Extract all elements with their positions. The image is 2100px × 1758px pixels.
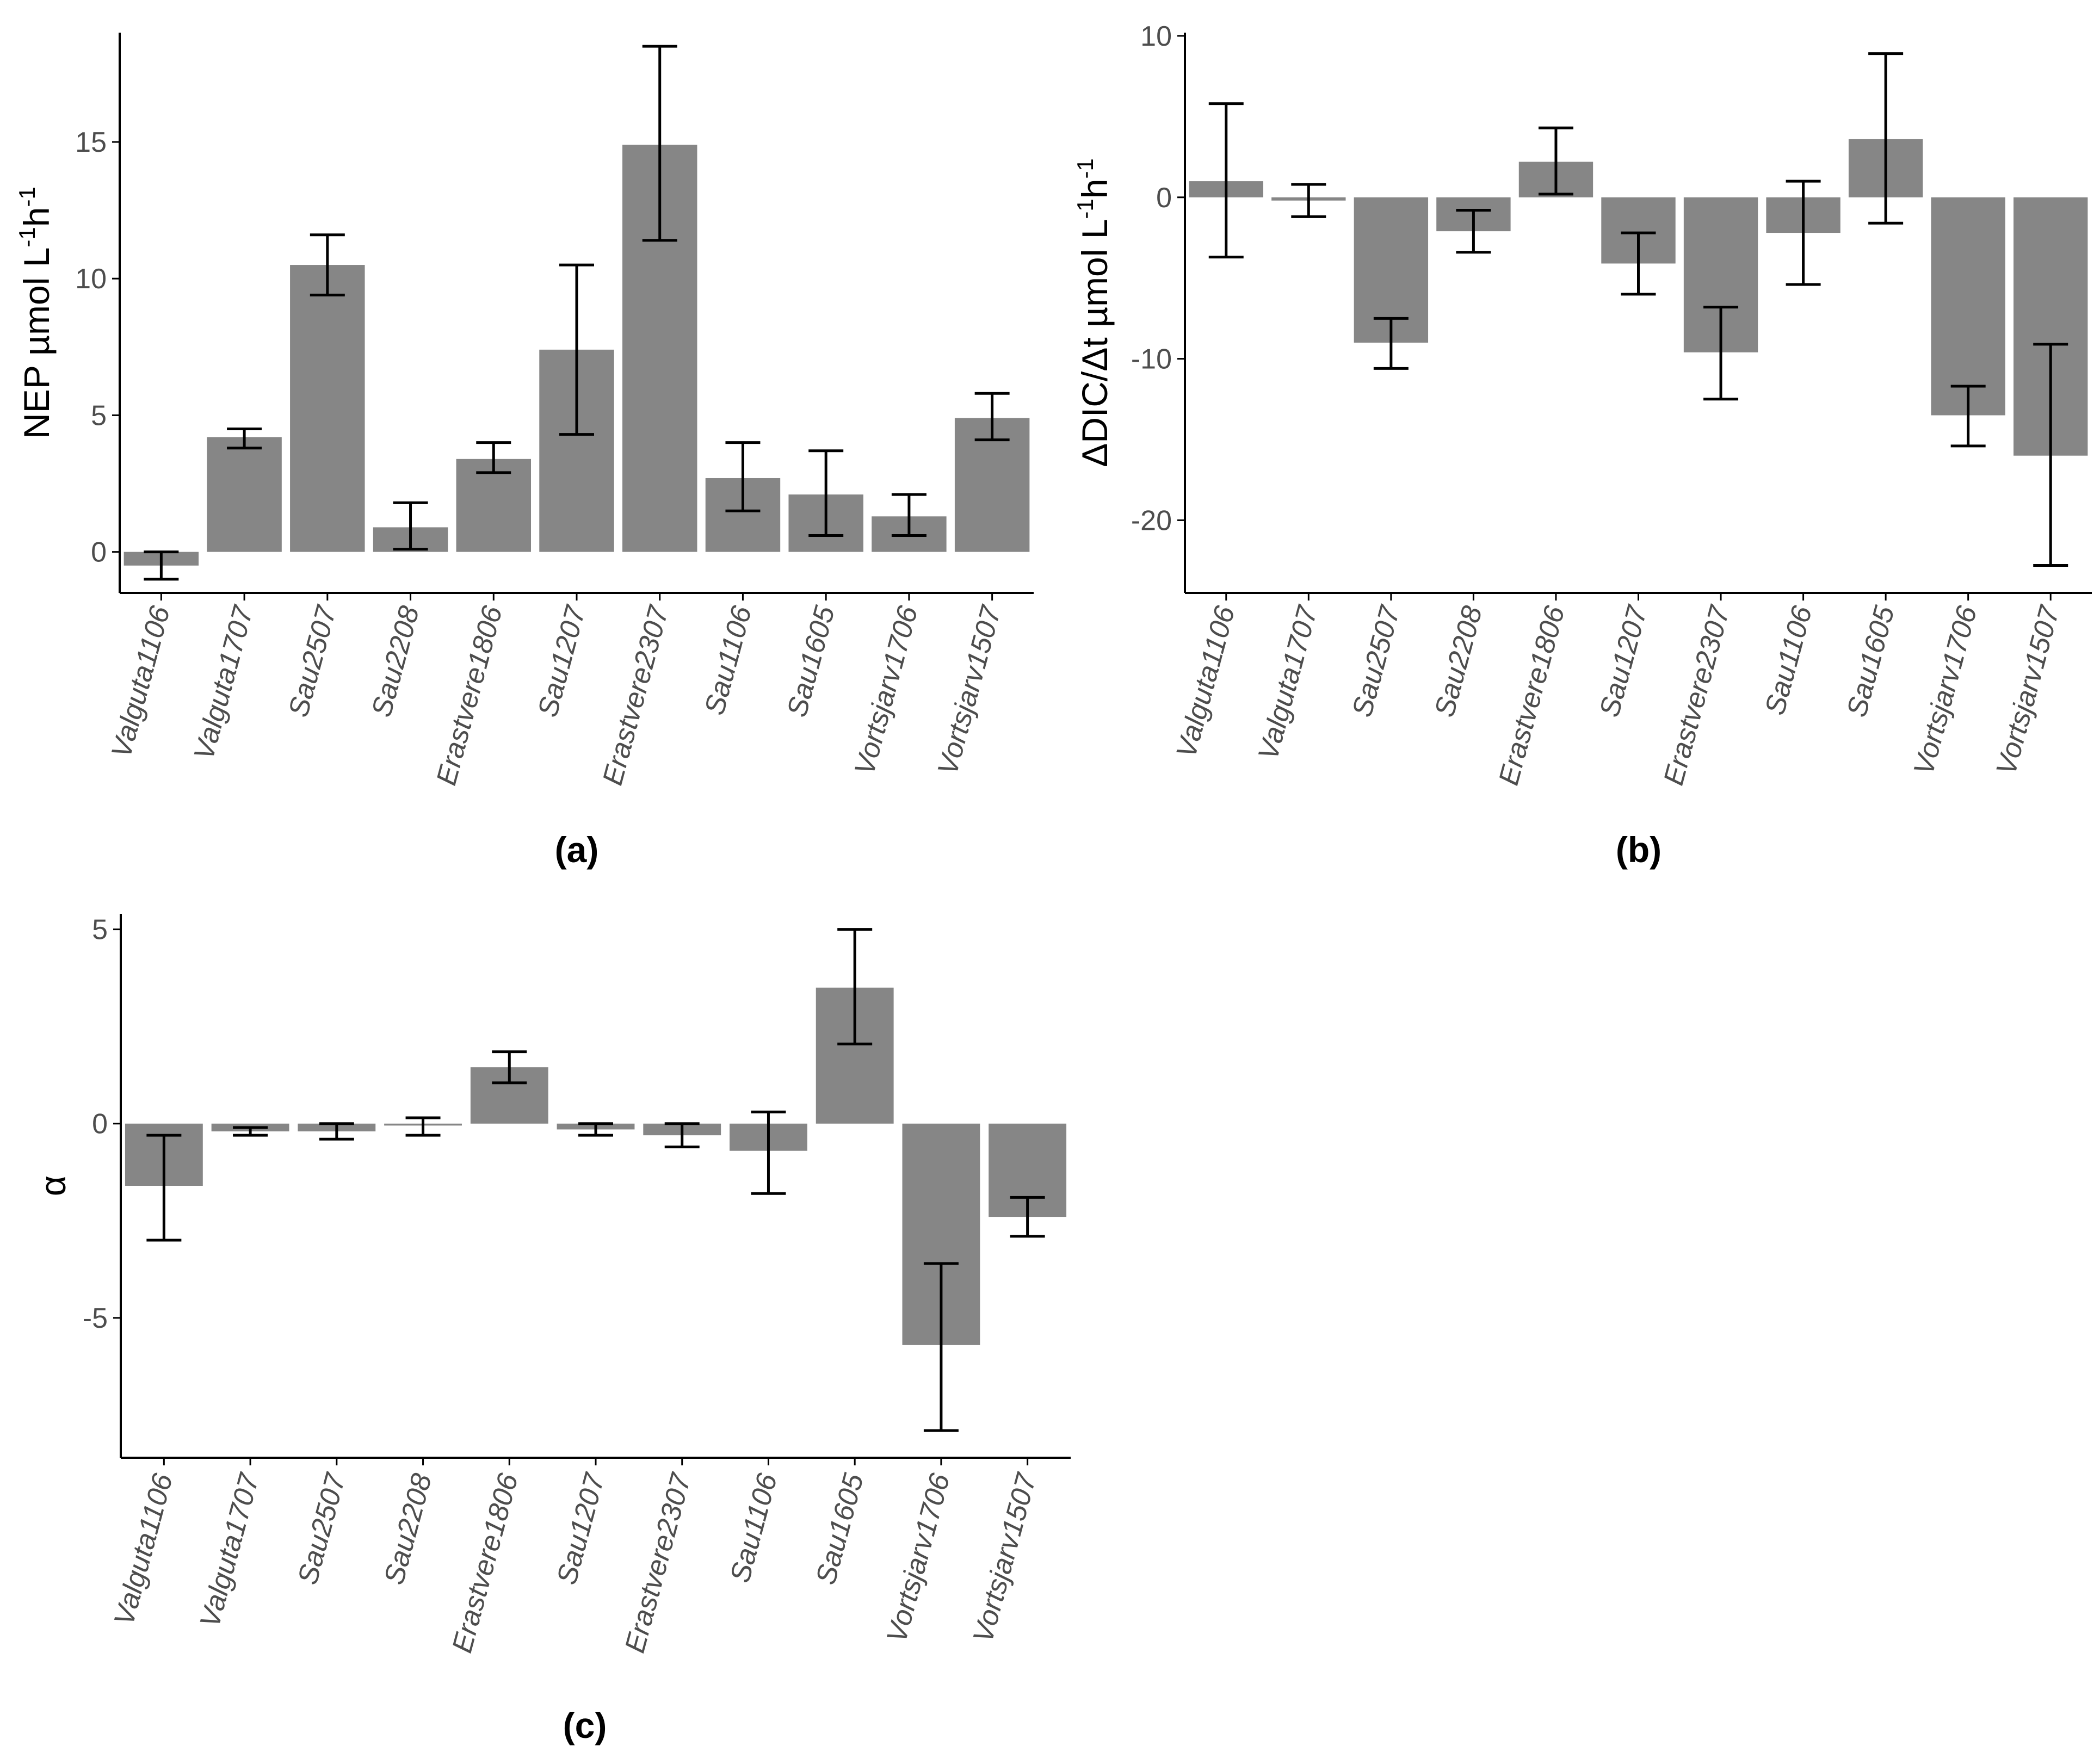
panel-3: 5 0 -5 Valguta1106 Valguta1707 Sau2507 Sau2208… bbox=[33, 914, 1071, 1745]
panel-1-bar-Erastvere1806 bbox=[456, 459, 531, 552]
panel-3-error-bar-Erastvere1806 bbox=[492, 1050, 527, 1085]
panel-1-error-bar-Sau1207 bbox=[559, 263, 594, 436]
panel-3-category-label-Sau1605: Sau1605 bbox=[810, 1470, 870, 1588]
panel-2-category-label-Sau1207: Sau1207 bbox=[1593, 602, 1653, 720]
panel-1-category-label-Valguta1106: Valguta1106 bbox=[106, 603, 176, 762]
panel-1-category-label-Sau2208: Sau2208 bbox=[366, 603, 425, 720]
panel-2-category-label-Erastvere2307: Erastvere2307 bbox=[1658, 602, 1736, 789]
panel-3-error-bar-Erastvere2307 bbox=[664, 1122, 700, 1149]
panel-3-error-bar-Sau2208 bbox=[405, 1116, 441, 1137]
panel-2-category-label-Vortsjarv1706: Vortsjarv1706 bbox=[1908, 603, 1984, 778]
panel-3-error-bar-Sau1106 bbox=[751, 1110, 786, 1195]
panel-1-error-bar-Sau1605 bbox=[808, 449, 844, 537]
panel-1-error-bar-Vortsjarv1507 bbox=[974, 392, 1010, 442]
panel-3-error-bar-Sau2507 bbox=[319, 1122, 354, 1141]
panel-2-category-label-Sau1605: Sau1605 bbox=[1841, 602, 1901, 720]
panel-3-category-label-Sau1207: Sau1207 bbox=[551, 1469, 611, 1588]
panel-1-category-label-Vortsjarv1706: Vortsjarv1706 bbox=[849, 603, 924, 778]
panel-3-category-label-Sau1106: Sau1106 bbox=[724, 1470, 783, 1586]
panel-3-category-label-Valguta1106: Valguta1106 bbox=[108, 1470, 179, 1629]
panel-2-error-bar-Sau1207 bbox=[1621, 231, 1656, 296]
panel-2-error-bar-Valguta1106 bbox=[1208, 102, 1244, 259]
panel-1-category-label-Sau1106: Sau1106 bbox=[699, 603, 758, 718]
panel-2-bar-Vortsjarv1706 bbox=[1931, 197, 2005, 416]
panel-1-bar-Valguta1707 bbox=[207, 437, 282, 552]
panel-3-category-label-Sau2208: Sau2208 bbox=[378, 1470, 438, 1588]
panel-1-error-bar-Valguta1707 bbox=[227, 428, 262, 450]
panel-3-error-bar-Sau1207 bbox=[578, 1122, 613, 1137]
panel-1-category-label-Sau2507: Sau2507 bbox=[282, 602, 342, 720]
panel-3-y-tick-label-1: 0 bbox=[92, 1109, 108, 1140]
panel-2-error-bar-Sau1106 bbox=[1786, 179, 1821, 286]
panel-3-category-label-Valguta1707: Valguta1707 bbox=[194, 1469, 266, 1631]
panel-1-y-tick-label-0: 0 bbox=[91, 537, 107, 568]
panel-2-category-label-Erastvere1806: Erastvere1806 bbox=[1493, 603, 1571, 789]
panel-2-error-bar-Erastvere1806 bbox=[1538, 126, 1573, 196]
panel-1-error-bar-Sau2507 bbox=[310, 233, 345, 296]
panel-1-bar-Sau2507 bbox=[290, 265, 365, 552]
panel-2-error-bar-Vortsjarv1507 bbox=[2033, 343, 2068, 567]
panel-1-category-label-Erastvere1806: Erastvere1806 bbox=[430, 603, 509, 789]
panel-2-error-bar-Vortsjarv1706 bbox=[1950, 385, 1986, 448]
panel-1-error-bar-Erastvere1806 bbox=[476, 441, 511, 474]
panel-3-error-bar-Valguta1707 bbox=[233, 1126, 268, 1137]
panel-1-category-label-Sau1207: Sau1207 bbox=[532, 602, 592, 720]
panel-2-error-bar-Sau2507 bbox=[1373, 317, 1409, 370]
panel-3-error-bar-Valguta1106 bbox=[146, 1134, 182, 1242]
panel-2-y-tick-label-0: 10 bbox=[1140, 21, 1172, 52]
panel-3-category-label-Erastvere2307: Erastvere2307 bbox=[619, 1469, 697, 1656]
panel-2-error-bar-Sau1605 bbox=[1868, 52, 1904, 225]
panel-1-y-tick-label-2: 10 bbox=[75, 263, 107, 295]
panel-1-category-label-Valguta1707: Valguta1707 bbox=[188, 602, 260, 763]
panel-1-category-label-Vortsjarv1507: Vortsjarv1507 bbox=[932, 602, 1008, 778]
panel-2: 10 0 -10 -20 Valguta1106 Valguta1707 Sau2507 Sa… bbox=[1072, 21, 2092, 870]
panel-1-y-tick-label-3: 15 bbox=[75, 127, 107, 158]
panel-2-label: (b) bbox=[1616, 830, 1662, 870]
panel-1-error-bar-Sau1106 bbox=[725, 441, 761, 512]
panel-3-error-bar-Vortsjarv1706 bbox=[923, 1262, 959, 1432]
panel-3-error-bar-Vortsjarv1507 bbox=[1010, 1196, 1045, 1238]
panel-2-y-tick-label-1: 0 bbox=[1156, 182, 1172, 214]
panel-1: 0 5 10 15 Valguta1106 Valguta1707 Sau2507 Sau22… bbox=[14, 33, 1034, 870]
panel-2-category-label-Sau1106: Sau1106 bbox=[1759, 603, 1818, 718]
panel-2-category-label-Valguta1106: Valguta1106 bbox=[1170, 603, 1241, 762]
panel-3-error-bar-Sau1605 bbox=[837, 928, 873, 1045]
panel-2-category-label-Sau2507: Sau2507 bbox=[1347, 602, 1406, 720]
panel-1-error-bar-Vortsjarv1706 bbox=[891, 493, 927, 537]
panel-3-y-axis-title: α bbox=[33, 1175, 73, 1196]
panel-3-category-label-Vortsjarv1507: Vortsjarv1507 bbox=[967, 1469, 1043, 1646]
panel-1-category-label-Sau1605: Sau1605 bbox=[781, 602, 841, 720]
panel-2-category-label-Vortsjarv1507: Vortsjarv1507 bbox=[1990, 602, 2066, 778]
panel-3-category-label-Sau2507: Sau2507 bbox=[292, 1469, 351, 1588]
panel-1-label: (a) bbox=[555, 830, 599, 870]
panel-2-error-bar-Valguta1707 bbox=[1291, 183, 1326, 218]
panel-3-y-tick-label-2: -5 bbox=[83, 1303, 108, 1334]
panel-3-category-label-Vortsjarv1706: Vortsjarv1706 bbox=[881, 1470, 956, 1646]
panel-2-category-label-Valguta1707: Valguta1707 bbox=[1252, 602, 1324, 763]
panel-3-category-label-Erastvere1806: Erastvere1806 bbox=[446, 1470, 524, 1656]
panel-1-category-label-Erastvere2307: Erastvere2307 bbox=[597, 602, 675, 789]
panel-1-y-axis-title: NEP µmol L-1h-1 bbox=[14, 187, 57, 439]
panel-2-y-tick-label-2: -10 bbox=[1131, 344, 1172, 375]
panel-1-y-tick-label-1: 5 bbox=[91, 400, 107, 431]
panel-2-y-tick-label-3: -20 bbox=[1131, 505, 1172, 536]
panel-2-error-bar-Erastvere2307 bbox=[1703, 306, 1739, 401]
panel-1-error-bar-Sau2208 bbox=[393, 501, 428, 551]
panel-2-y-axis-title: ΔDIC/Δt µmol L-1h-1 bbox=[1072, 158, 1115, 467]
panel-1-error-bar-Valguta1106 bbox=[144, 550, 179, 581]
panel-3-y-tick-label-0: 5 bbox=[92, 914, 108, 946]
panel-2-error-bar-Sau2208 bbox=[1456, 209, 1491, 254]
panel-3-label: (c) bbox=[563, 1705, 607, 1745]
panel-1-error-bar-Erastvere2307 bbox=[642, 45, 677, 242]
panel-2-category-label-Sau2208: Sau2208 bbox=[1429, 603, 1488, 720]
